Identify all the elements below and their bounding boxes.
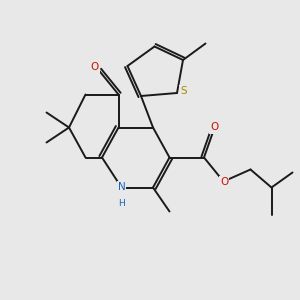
Text: S: S <box>180 86 187 97</box>
Text: N: N <box>118 182 125 193</box>
Text: O: O <box>210 122 219 133</box>
Text: O: O <box>220 177 228 187</box>
Text: O: O <box>90 62 99 73</box>
Text: H: H <box>118 199 125 208</box>
